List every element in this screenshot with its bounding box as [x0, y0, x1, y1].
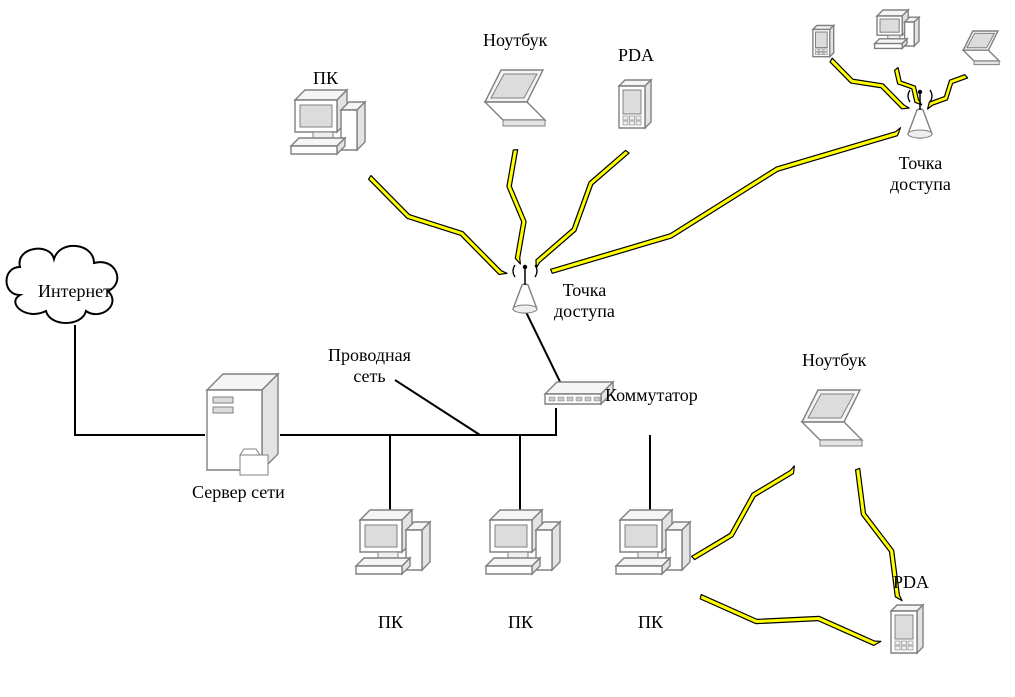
- network-diagram: Интернет Сервер сети Коммутатор Проводная с…: [0, 0, 1015, 697]
- access-point-icon: [513, 265, 537, 313]
- laptop-icon: [485, 70, 545, 126]
- pda-icon: [813, 26, 834, 57]
- label-pda_br: PDA: [893, 572, 929, 593]
- label-wired_lbl: Проводная сеть: [328, 345, 411, 386]
- access-point-icon: [908, 90, 932, 138]
- label-pc_top: ПК: [313, 68, 338, 89]
- label-laptop_top: Ноутбук: [483, 30, 547, 51]
- pc-icon: [486, 510, 560, 574]
- label-pc_b2: ПК: [508, 612, 533, 633]
- label-ap2: Точка доступа: [890, 153, 951, 194]
- pc-icon: [356, 510, 430, 574]
- laptop-icon: [963, 31, 999, 65]
- laptop-icon: [802, 390, 862, 446]
- switch-icon: [545, 382, 613, 404]
- label-switch: Коммутатор: [605, 385, 698, 406]
- server-icon: [207, 374, 278, 475]
- pc-icon: [616, 510, 690, 574]
- pc-icon: [291, 90, 365, 154]
- label-pc_b1: ПК: [378, 612, 403, 633]
- diagram-svg: [0, 0, 1015, 697]
- label-internet: Интернет: [38, 281, 111, 302]
- label-pda_top: PDA: [618, 45, 654, 66]
- pda-icon: [619, 80, 651, 128]
- label-laptop_r: Ноутбук: [802, 350, 866, 371]
- label-ap1: Точка доступа: [554, 280, 615, 321]
- pda-icon: [891, 605, 923, 653]
- label-pc_b3: ПК: [638, 612, 663, 633]
- pc-icon: [875, 10, 919, 48]
- label-server: Сервер сети: [192, 482, 285, 503]
